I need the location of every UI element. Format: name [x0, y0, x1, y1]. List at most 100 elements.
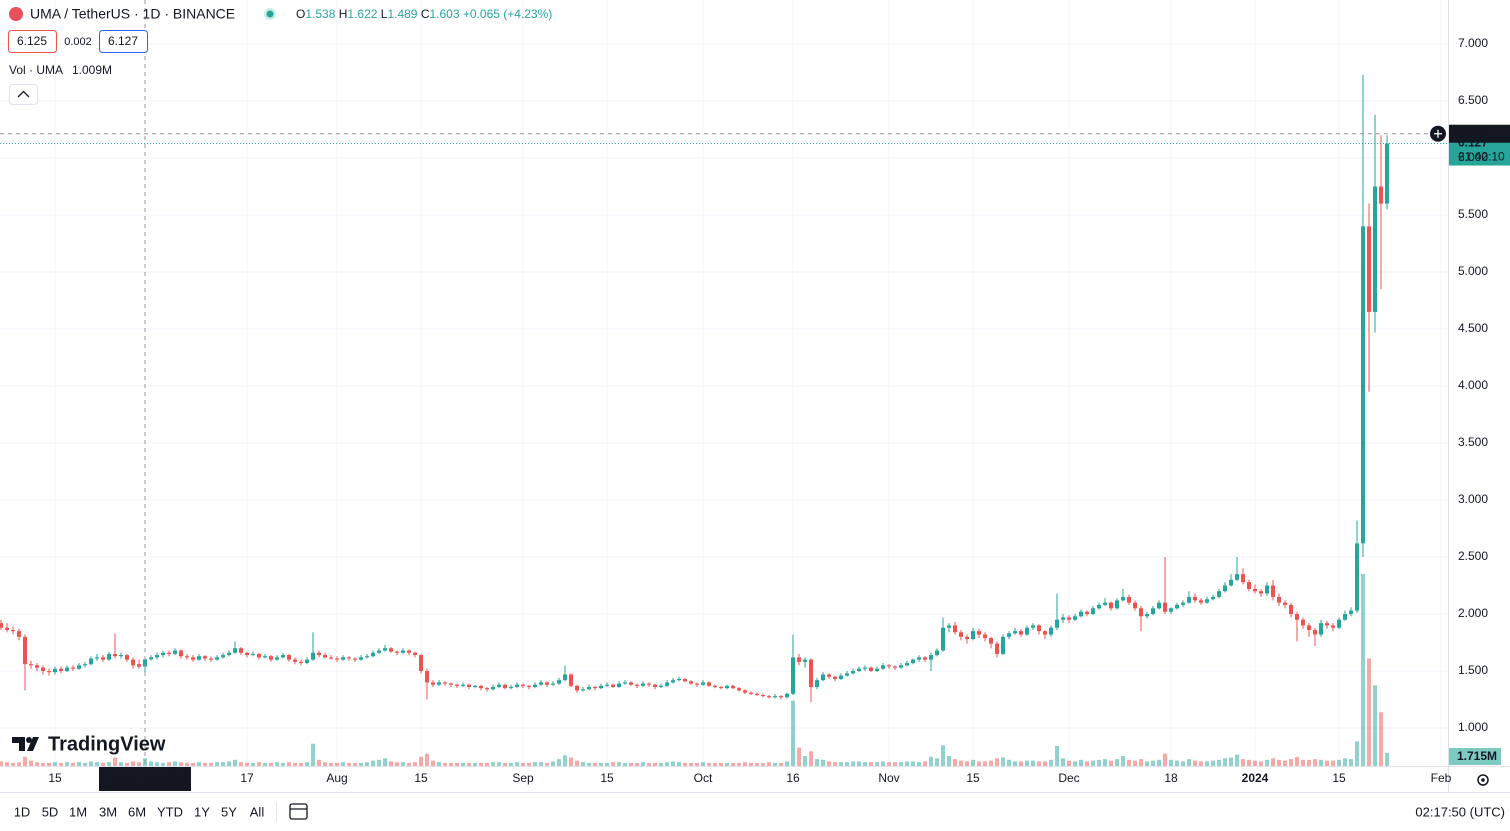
- volume-bar: [1133, 760, 1137, 766]
- volume-bar: [161, 762, 165, 766]
- candle-body: [317, 652, 321, 656]
- volume-bar: [149, 761, 153, 766]
- crosshair-price: 6.213: [1458, 126, 1488, 140]
- timeframe-button[interactable]: 6M: [128, 804, 146, 819]
- candle-body: [653, 684, 657, 687]
- candle-body: [1307, 625, 1311, 630]
- volume-bar: [1283, 760, 1287, 766]
- volume-bar: [377, 759, 381, 766]
- settings-icon[interactable]: [1477, 774, 1489, 786]
- candle-body: [407, 650, 411, 653]
- volume-bar: [1121, 756, 1125, 766]
- timeframe-button[interactable]: 5Y: [221, 804, 237, 819]
- timeframe-button[interactable]: 5D: [42, 804, 59, 819]
- candle-body: [683, 679, 687, 682]
- volume-bar: [695, 762, 699, 766]
- candle-body: [1133, 602, 1137, 609]
- volume-bar: [185, 762, 189, 766]
- candle-body: [263, 656, 267, 658]
- candle-body: [1211, 596, 1215, 600]
- candle-body: [1289, 604, 1293, 615]
- volume-bar: [947, 756, 951, 766]
- volume-bar: [857, 761, 861, 766]
- candle-body: [1337, 619, 1341, 628]
- timeframe-button[interactable]: YTD: [157, 804, 183, 819]
- candle-body: [1193, 596, 1197, 601]
- status-dot: [266, 10, 274, 18]
- volume-bar: [329, 762, 333, 766]
- buy-button[interactable]: [99, 30, 148, 53]
- candle-body: [1217, 591, 1221, 597]
- candle-body: [755, 693, 759, 695]
- volume-bar: [245, 762, 249, 766]
- volume-bar: [263, 762, 267, 766]
- candle-body: [365, 656, 369, 658]
- volume-bar: [23, 756, 27, 766]
- candle-body: [1109, 602, 1113, 609]
- watermark-logo: [12, 737, 39, 751]
- calendar-icon[interactable]: [289, 803, 308, 820]
- candle-body: [773, 696, 777, 698]
- watermark[interactable]: TradingView: [48, 733, 166, 755]
- candle-body: [1157, 602, 1161, 609]
- candle-body: [245, 652, 249, 656]
- volume-bar: [521, 762, 525, 766]
- candle-body: [689, 681, 693, 684]
- volume-bar: [905, 761, 909, 766]
- volume-bar: [557, 759, 561, 766]
- volume-bar: [449, 762, 453, 766]
- candle-body: [125, 655, 129, 660]
- candle-body: [1145, 614, 1149, 617]
- volume-bar: [401, 762, 405, 766]
- candle-body: [0, 623, 3, 628]
- candle-body: [875, 668, 879, 672]
- collapse-button[interactable]: [9, 84, 38, 105]
- candle-body: [1271, 585, 1275, 597]
- volume-bar: [923, 761, 927, 766]
- candle-body: [611, 684, 615, 687]
- candle-body: [29, 664, 33, 666]
- timeframe-button[interactable]: All: [250, 804, 265, 819]
- timeframe-button[interactable]: 1Y: [194, 804, 210, 819]
- timeframe-button[interactable]: 1D: [14, 804, 31, 819]
- candle-body: [701, 682, 705, 685]
- candle-body: [815, 680, 819, 687]
- y-tick-label: 3.500: [1458, 435, 1488, 449]
- volume-bar: [119, 762, 123, 766]
- volume-bar: [539, 762, 543, 766]
- volume-bar: [1349, 759, 1353, 766]
- volume-bar: [89, 761, 93, 766]
- symbol-icon: [9, 7, 23, 21]
- candle-body: [53, 668, 57, 673]
- candle-body: [713, 685, 717, 687]
- volume-bar: [317, 759, 321, 766]
- candle-body: [1235, 574, 1239, 580]
- volume-bar: [689, 762, 693, 766]
- volume-bar: [101, 762, 105, 766]
- candle-body: [359, 657, 363, 660]
- candle-body: [965, 636, 969, 640]
- spread: 0.002: [64, 36, 92, 48]
- volume-bar: [203, 762, 207, 766]
- candle-body: [1115, 600, 1119, 609]
- volume-bar: [863, 762, 867, 766]
- candle-body: [1007, 633, 1011, 637]
- volume-bar: [1001, 757, 1005, 766]
- volume-bar: [1229, 757, 1233, 766]
- timeframe-button[interactable]: 3M: [99, 804, 117, 819]
- symbol-title[interactable]: UMA / TetherUS · 1D · BINANCE: [30, 6, 235, 22]
- candle-body: [1247, 582, 1251, 589]
- candle-body: [707, 682, 711, 686]
- candle-body: [485, 688, 489, 690]
- candle-body: [521, 684, 525, 686]
- candle-body: [605, 684, 609, 686]
- timeframe-button[interactable]: 1M: [69, 804, 87, 819]
- candle-body: [1097, 604, 1101, 609]
- volume-bar: [1361, 574, 1365, 766]
- candle-body: [629, 682, 633, 685]
- sell-button[interactable]: [8, 30, 57, 53]
- volume-bar: [569, 757, 573, 766]
- clock[interactable]: 02:17:50 (UTC): [1415, 804, 1505, 819]
